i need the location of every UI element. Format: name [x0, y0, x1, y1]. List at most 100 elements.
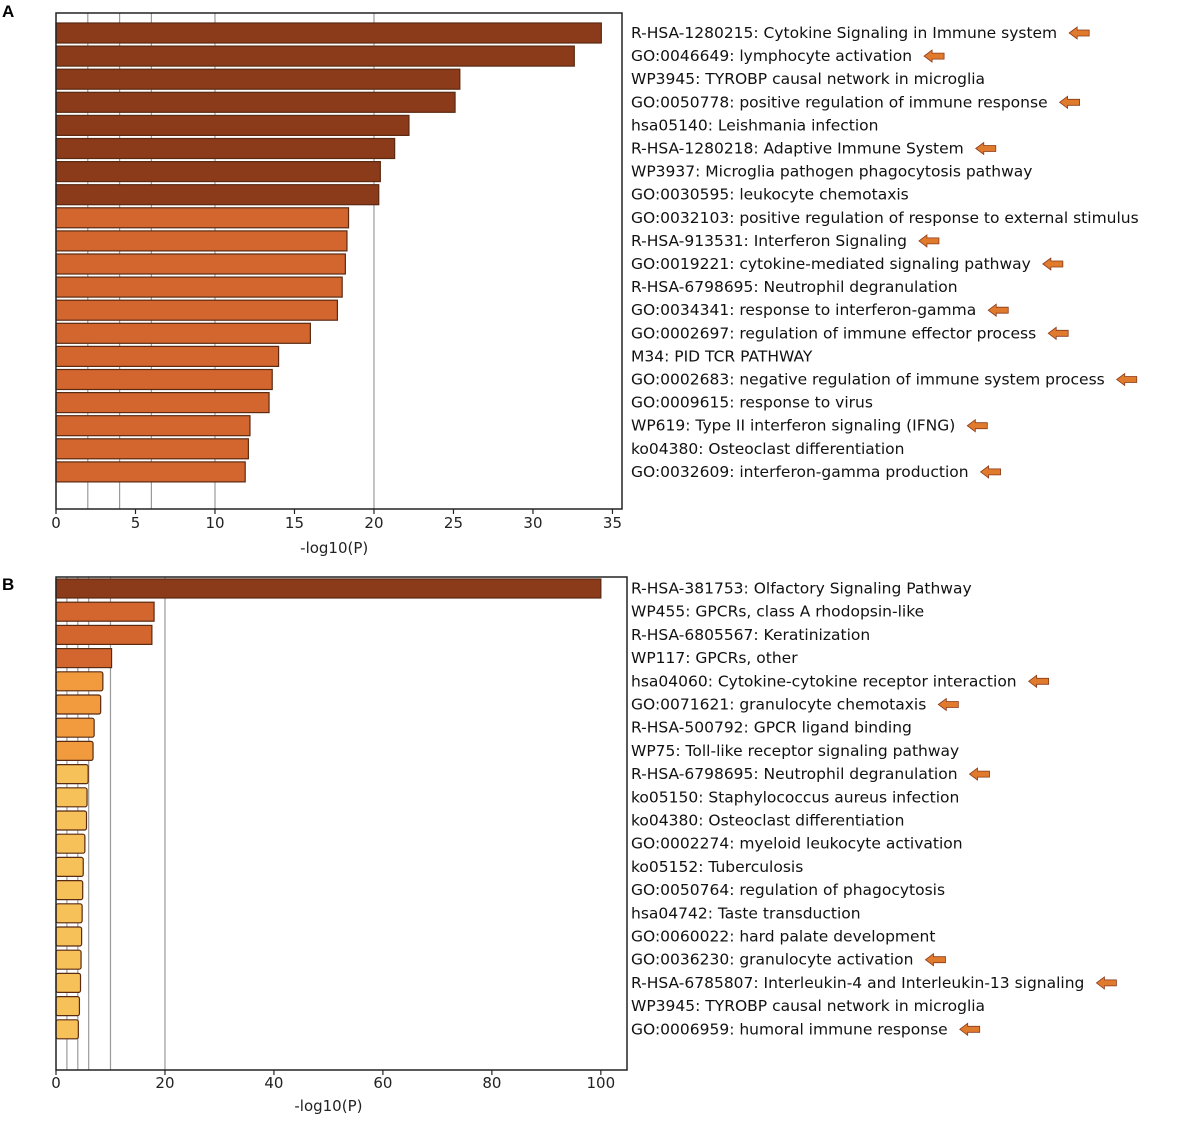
- term-label: WP455: GPCRs, class A rhodopsin-like: [631, 603, 924, 621]
- term-label: GO:0002274: myeloid leukocyte activation: [631, 835, 963, 853]
- panel-a-letter: A: [2, 2, 15, 21]
- bar: [55, 22, 602, 44]
- left-arrow-icon: [987, 303, 1009, 317]
- x-tick-label: 15: [285, 514, 304, 532]
- term-label: GO:0009615: response to virus: [631, 394, 873, 412]
- term-label: R-HSA-6785807: Interleukin-4 and Interle…: [631, 974, 1084, 992]
- plot-frame: [55, 576, 628, 1071]
- left-arrow-icon: [937, 697, 959, 712]
- term-label: GO:0050764: regulation of phagocytosis: [631, 881, 945, 899]
- left-arrow-icon: [959, 1022, 981, 1037]
- bar: [55, 879, 84, 901]
- left-arrow-icon: [1116, 372, 1138, 387]
- bar: [55, 230, 348, 252]
- bar: [55, 207, 350, 229]
- left-arrow-icon: [1027, 674, 1050, 689]
- x-tick-label: 60: [373, 1074, 392, 1092]
- term-label: ko04380: Osteoclast differentiation: [631, 440, 904, 458]
- x-tick-label: 30: [523, 514, 542, 532]
- term-label: GO:0034341: response to interferon-gamma: [631, 301, 976, 319]
- left-arrow-icon: [918, 234, 940, 248]
- term-label: ko05152: Tuberculosis: [631, 858, 803, 876]
- term-label: R-HSA-6798695: Neutrophil degranulation: [631, 765, 958, 783]
- bar: [55, 137, 396, 160]
- bar: [55, 903, 83, 924]
- bar: [55, 578, 602, 599]
- term-label: hsa04742: Taste transduction: [631, 904, 861, 922]
- x-tick-label: 0: [51, 1074, 61, 1092]
- term-label: GO:0002683: negative regulation of immun…: [631, 371, 1105, 389]
- bar: [55, 810, 88, 831]
- x-tick-label: 0: [51, 514, 61, 532]
- left-arrow-icon: [1042, 257, 1064, 271]
- term-label: R-HSA-6798695: Neutrophil degranulation: [631, 278, 958, 296]
- left-arrow-icon: [1095, 976, 1117, 990]
- term-label: R-HSA-1280218: Adaptive Immune System: [631, 140, 964, 158]
- bar: [55, 647, 113, 669]
- term-label: M34: PID TCR PATHWAY: [631, 347, 813, 365]
- bar: [55, 601, 155, 622]
- term-label: WP619: Type II interferon signaling (IFN…: [631, 417, 955, 435]
- bar: [55, 787, 88, 808]
- x-tick-label: 40: [264, 1074, 283, 1092]
- term-label: GO:0046649: lymphocyte activation: [631, 47, 912, 65]
- term-label: WP3945: TYROBP causal network in microgl…: [631, 70, 985, 88]
- bar: [55, 1019, 79, 1040]
- left-arrow-icon: [1058, 95, 1081, 110]
- panel-b-letter: B: [2, 575, 15, 594]
- left-arrow-icon: [1047, 326, 1069, 341]
- x-tick-label: 10: [205, 514, 224, 532]
- term-label: GO:0036230: granulocyte activation: [631, 951, 914, 969]
- term-label: GO:0071621: granulocyte chemotaxis: [631, 696, 926, 714]
- bar: [55, 45, 575, 67]
- left-arrow-icon: [1068, 26, 1090, 40]
- bar: [55, 624, 153, 646]
- x-tick-label: 80: [482, 1074, 501, 1092]
- term-label: R-HSA-6805567: Keratinization: [631, 626, 870, 644]
- x-tick-label: 20: [155, 1074, 174, 1092]
- bar: [55, 184, 380, 206]
- term-label: GO:0019221: cytokine-mediated signaling …: [631, 255, 1031, 273]
- left-arrow-icon: [923, 49, 945, 63]
- term-label: GO:0032609: interferon-gamma production: [631, 463, 969, 481]
- bar: [55, 763, 89, 785]
- left-arrow-icon: [968, 767, 990, 781]
- bar: [55, 740, 94, 762]
- term-label: ko04380: Osteoclast differentiation: [631, 812, 904, 830]
- bar: [55, 345, 280, 367]
- bar: [55, 68, 461, 90]
- left-arrow-icon: [979, 465, 1001, 479]
- bar: [55, 114, 410, 137]
- bar: [55, 392, 270, 414]
- term-label: WP117: GPCRs, other: [631, 649, 798, 667]
- term-label: R-HSA-381753: Olfactory Signaling Pathwa…: [631, 580, 972, 598]
- bar: [55, 161, 381, 183]
- bar: [55, 972, 82, 994]
- x-tick-label: 5: [131, 514, 141, 532]
- bar: [55, 368, 273, 391]
- bar: [55, 671, 104, 692]
- term-label: hsa04060: Cytokine-cytokine receptor int…: [631, 672, 1017, 690]
- term-label: hsa05140: Leishmania infection: [631, 116, 878, 134]
- bar: [55, 276, 343, 298]
- bar: [55, 926, 83, 947]
- term-label: GO:0032103: positive regulation of respo…: [631, 209, 1139, 227]
- x-tick-label: 25: [444, 514, 463, 532]
- plot-frame: [55, 12, 623, 510]
- bar: [55, 415, 251, 437]
- bar: [55, 461, 246, 483]
- term-label: GO:0060022: hard palate development: [631, 928, 935, 946]
- term-label: ko05150: Staphylococcus aureus infection: [631, 788, 959, 806]
- x-axis-label: -log10(P): [294, 1097, 362, 1115]
- x-tick-label: 35: [603, 514, 622, 532]
- bar: [55, 438, 249, 460]
- x-tick-label: 20: [364, 514, 383, 532]
- term-label: GO:0006959: humoral immune response: [631, 1020, 948, 1038]
- term-label: R-HSA-913531: Interferon Signaling: [631, 232, 907, 250]
- left-arrow-icon: [975, 141, 997, 156]
- term-label: R-HSA-500792: GPCR ligand binding: [631, 719, 912, 737]
- term-label: WP3937: Microglia pathogen phagocytosis …: [631, 163, 1032, 181]
- x-axis-label: -log10(P): [300, 539, 368, 557]
- bar: [55, 694, 102, 715]
